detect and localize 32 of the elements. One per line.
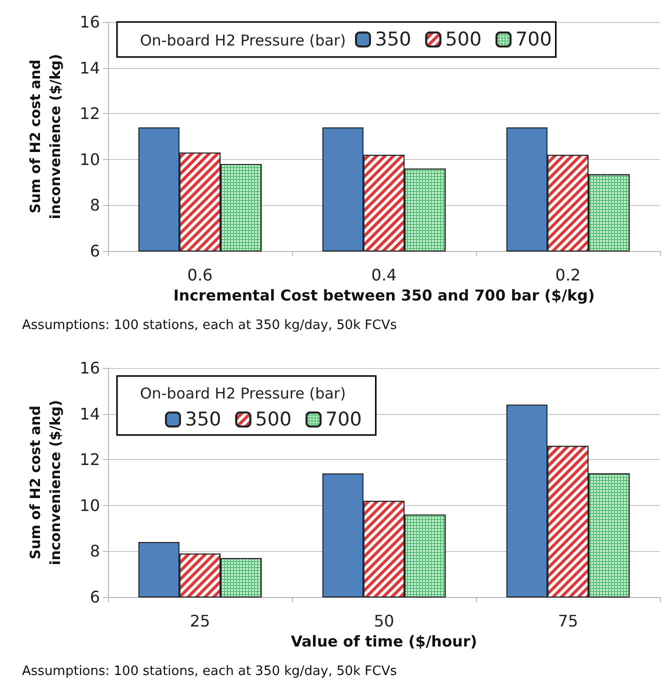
- text: Assumptions: 100 stations, each at 350 kg/day, 50k FCVs: [22, 318, 398, 333]
- y-tick-label: 14: [80, 58, 100, 78]
- x-axis-title: Value of time ($/hour): [290, 632, 478, 650]
- y-tick-label: 16: [80, 358, 100, 378]
- x-tick-label: 25: [190, 612, 210, 630]
- x-axis-title: Incremental Cost between 350 and 700 bar ($/kg): [173, 286, 595, 304]
- y-tick-label: 14: [80, 404, 100, 424]
- x-tick-label: 0.2: [555, 266, 581, 284]
- legend-label: 350: [185, 408, 222, 430]
- y-tick-label: 8: [90, 542, 100, 561]
- legend-title: On-board H2 Pressure (bar): [140, 384, 346, 402]
- y-tick-label: 16: [80, 12, 100, 32]
- x-tick-label: 50: [374, 612, 394, 630]
- y-tick-label: 10: [80, 150, 100, 169]
- legend-title: On-board H2 Pressure (bar): [140, 32, 346, 50]
- legend-label: 500: [445, 28, 482, 50]
- y-tick-label: 6: [90, 588, 100, 606]
- legend-label: 500: [255, 408, 292, 430]
- x-tick-label: 75: [558, 612, 578, 630]
- y-tick-label: 12: [80, 450, 100, 470]
- text: Assumptions: 100 stations, each at 350 kg/day, 50k FCVs: [22, 664, 398, 679]
- y-axis-title: Sum of H2 cost and inconvenience ($/kg): [28, 400, 64, 566]
- y-tick-label: 10: [80, 496, 100, 515]
- y-tick-label: 6: [90, 242, 100, 260]
- y-axis-title: Sum of H2 cost and inconvenience ($/kg): [28, 54, 64, 220]
- legend-label: 350: [375, 28, 412, 50]
- x-tick-label: 0.4: [371, 266, 397, 284]
- legend-label: 700: [516, 28, 552, 50]
- y-tick-label: 8: [90, 196, 100, 215]
- x-tick-label: 0.6: [187, 266, 213, 284]
- legend-label: 700: [326, 408, 362, 430]
- y-tick-label: 12: [80, 104, 100, 124]
